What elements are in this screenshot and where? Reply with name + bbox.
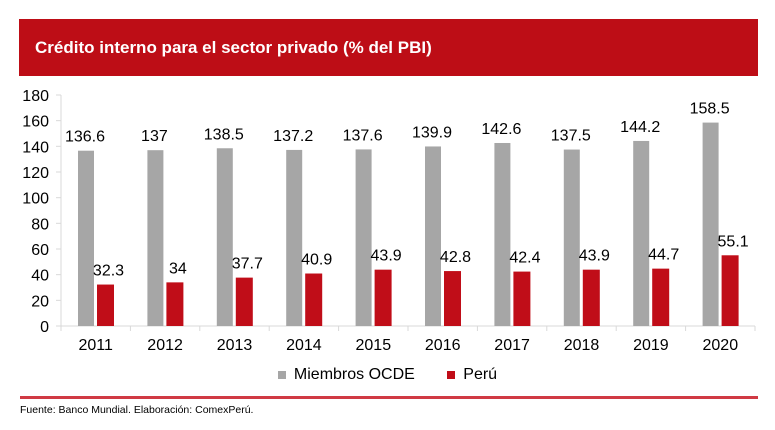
bar-ocde bbox=[494, 142, 511, 326]
bar-ocde bbox=[78, 150, 94, 326]
data-label-ocde: 136.6 bbox=[65, 129, 105, 146]
source-note: Fuente: Banco Mundial. Elaboración: Come… bbox=[20, 404, 254, 416]
y-tick-label: 40 bbox=[31, 268, 49, 285]
data-label-ocde: 137 bbox=[141, 128, 168, 145]
bar-peru bbox=[444, 271, 461, 326]
bar-ocde bbox=[216, 148, 233, 326]
legend-swatch-ocde bbox=[277, 371, 286, 379]
x-axis: 2011 2012 2013 2014 2015 2016 2017 2018 2019 2020 bbox=[60, 325, 756, 354]
y-tick-label: 180 bbox=[22, 88, 49, 105]
y-tick-label: 20 bbox=[31, 293, 49, 310]
bar-ocde bbox=[286, 149, 303, 326]
y-tick-label: 140 bbox=[22, 139, 49, 156]
data-label-ocde: 137.6 bbox=[343, 127, 383, 144]
x-tick-label: 2015 bbox=[356, 337, 392, 354]
x-tick-label: 2012 bbox=[147, 337, 183, 354]
data-label-ocde: 138.5 bbox=[204, 126, 244, 143]
legend-item-ocde: Miembros OCDE bbox=[277, 366, 415, 384]
x-tick-label: 2019 bbox=[633, 337, 669, 354]
data-label-peru: 44.7 bbox=[648, 247, 679, 264]
data-label-peru: 37.7 bbox=[232, 256, 263, 273]
y-tick-label: 160 bbox=[22, 114, 49, 131]
data-label-peru: 40.9 bbox=[301, 252, 332, 269]
bar-ocde bbox=[355, 149, 372, 326]
x-tick-label: 2017 bbox=[494, 337, 530, 354]
bar-peru bbox=[582, 269, 600, 326]
chart-header: Crédito interno para el sector privado (… bbox=[19, 19, 758, 76]
legend-label-ocde: Miembros OCDE bbox=[293, 366, 415, 383]
y-tick-label: 120 bbox=[22, 165, 49, 182]
y-tick-label: 60 bbox=[31, 242, 49, 259]
data-label-peru: 55.1 bbox=[718, 233, 749, 250]
data-label-peru: 42.4 bbox=[509, 250, 540, 267]
data-label-peru: 43.9 bbox=[579, 248, 610, 265]
y-tick-label: 80 bbox=[31, 216, 49, 233]
data-label-ocde: 142.6 bbox=[481, 121, 521, 138]
bar-peru bbox=[721, 255, 739, 326]
data-label-ocde: 144.2 bbox=[620, 119, 660, 136]
bar-peru bbox=[305, 273, 323, 326]
data-label-peru: 42.8 bbox=[440, 249, 471, 266]
data-label-ocde: 139.9 bbox=[412, 124, 452, 141]
bar-peru bbox=[652, 268, 670, 326]
data-label-ocde: 137.5 bbox=[551, 128, 591, 145]
data-label-peru: 43.9 bbox=[371, 248, 402, 265]
bar-ocde bbox=[702, 122, 719, 326]
chart-title: Crédito interno para el sector privado (… bbox=[35, 38, 432, 57]
data-label-peru: 32.3 bbox=[93, 263, 124, 280]
data-label-ocde: 158.5 bbox=[690, 101, 730, 118]
data-label-ocde: 137.2 bbox=[273, 128, 313, 145]
y-tick-label: 0 bbox=[40, 319, 49, 336]
bar-peru bbox=[513, 271, 531, 326]
y-axis: 0 20 40 60 80 100 120 140 160 180 bbox=[22, 88, 62, 336]
bar-peru bbox=[374, 269, 392, 326]
bar-peru bbox=[97, 284, 114, 326]
legend-label-peru: Perú bbox=[463, 366, 498, 383]
legend-swatch-peru bbox=[447, 371, 456, 379]
x-tick-label: 2018 bbox=[564, 337, 600, 354]
data-labels: 136.6 137 138.5 137.2 137.6 139.9 142.6 137.5 14… bbox=[65, 101, 749, 280]
footer-divider bbox=[20, 396, 758, 399]
x-tick-label: 2020 bbox=[703, 337, 739, 354]
x-tick-label: 2013 bbox=[217, 337, 253, 354]
x-tick-label: 2014 bbox=[286, 337, 322, 354]
bar-ocde bbox=[425, 146, 441, 326]
legend: Miembros OCDE Perú bbox=[0, 366, 775, 384]
x-tick-label: 2016 bbox=[425, 337, 461, 354]
bar-ocde bbox=[563, 149, 580, 326]
bar-ocde bbox=[147, 150, 164, 326]
legend-item-peru: Perú bbox=[447, 366, 497, 384]
bar-ocde bbox=[633, 140, 650, 326]
data-label-peru: 34 bbox=[169, 260, 187, 277]
bar-peru bbox=[166, 282, 184, 326]
bar-peru bbox=[235, 277, 253, 326]
x-tick-label: 2011 bbox=[78, 337, 113, 354]
bars bbox=[78, 122, 739, 326]
y-tick-label: 100 bbox=[22, 191, 49, 208]
